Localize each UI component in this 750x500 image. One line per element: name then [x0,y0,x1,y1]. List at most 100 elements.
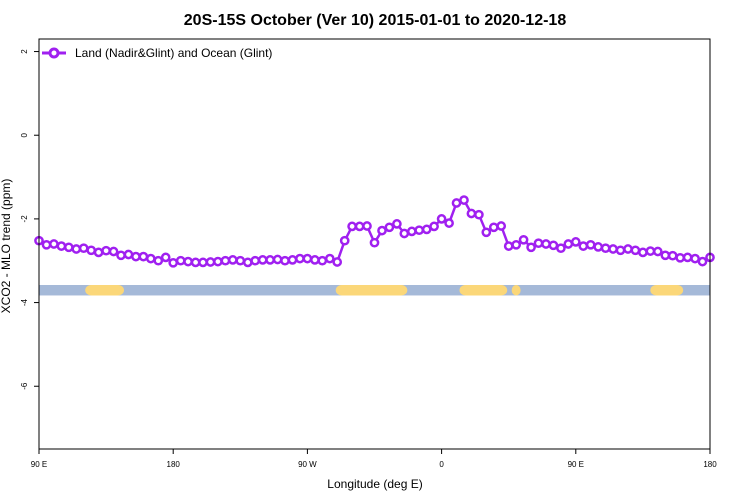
x-axis-label: Longitude (deg E) [327,477,422,491]
data-point [384,222,395,233]
y-tick-label: 0 [20,132,29,137]
data-point [78,243,89,254]
data-point [451,198,462,208]
legend-entry-label: Land (Nadir&Glint) and Ocean (Glint) [75,46,272,60]
data-point [630,245,641,256]
data-point [175,255,186,266]
data-point [593,242,604,252]
data-point [347,221,357,232]
data-point [488,222,499,233]
data-point [205,257,216,267]
series-line [38,198,711,265]
data-point [265,255,275,265]
data-point [615,245,626,256]
data-point [533,238,544,249]
data-point [526,242,536,253]
data-point [138,251,149,262]
y-tick-label: -4 [20,298,29,306]
axis-ticks: 90 E 180 90 W 0 90 E 180 2 0 -2 -4 -6 [20,49,717,469]
data-point [600,243,611,254]
data-point [362,221,372,231]
data-point [556,243,566,254]
data-point [585,239,596,250]
data-point [49,239,59,249]
data-point [220,255,231,266]
data-point [257,255,268,265]
land-segment [85,285,124,296]
data-point [496,221,507,231]
plot-frame [38,38,711,450]
data-point [563,239,574,249]
data-point [645,246,656,256]
data-point [623,244,633,254]
data-point [667,250,678,261]
data-point [168,257,179,268]
data-point [41,239,52,250]
data-point [153,255,164,266]
data-point [101,245,111,256]
data-point [608,244,618,254]
data-point [250,255,261,266]
y-tick-label: -6 [20,382,29,390]
data-point [272,254,283,265]
data-point [280,255,290,266]
legend-marker-swatch [48,47,60,59]
data-point [332,257,343,267]
data-point [481,227,492,238]
data-point [93,247,104,258]
data-point [145,253,156,264]
data-point [56,241,67,251]
data-point [324,253,335,264]
chart-title: 20S-15S October (Ver 10) 2015-01-01 to 2… [184,12,567,29]
data-point [511,239,522,250]
data-point [86,245,97,256]
data-point [503,241,514,251]
data-point [697,256,708,267]
data-point [399,228,410,239]
x-tick-label: 90 E [568,460,584,469]
data-point [183,256,193,267]
y-axis-label: XCO2 - MLO trend (ppm) [0,179,13,314]
data-point [339,235,350,246]
data-point [541,239,551,249]
y-tick-label: -2 [20,215,29,223]
data-point [444,218,454,228]
data-point [302,253,313,264]
land-segment [511,285,521,296]
data-point [690,253,700,264]
data-point [287,255,298,265]
data-point [518,234,529,245]
data-point [570,237,581,247]
data-point [466,208,477,219]
data-point [436,214,447,224]
data-point [190,257,201,268]
data-point [548,240,559,251]
data-point [578,241,589,251]
data-point [638,247,648,258]
x-tick-label: 90 E [31,460,47,469]
data-point [652,246,663,257]
land-segment [335,285,408,296]
data-point [317,255,328,266]
data-point [213,256,223,267]
data-point [414,225,425,236]
data-point [116,250,126,261]
data-point [675,252,686,263]
data-point [242,257,253,268]
data-point [354,221,365,232]
data-point [377,225,387,236]
data-point [160,252,171,263]
x-tick-label: 180 [703,460,717,469]
data-point [63,242,74,253]
data-point [295,253,305,264]
data-point [421,224,432,235]
data-point [123,249,134,260]
data-point [235,255,246,266]
data-point [406,226,417,237]
data-point [429,221,439,232]
data-point [310,255,320,265]
data-point [392,219,402,229]
data-point [227,255,238,265]
data-point [474,209,484,220]
